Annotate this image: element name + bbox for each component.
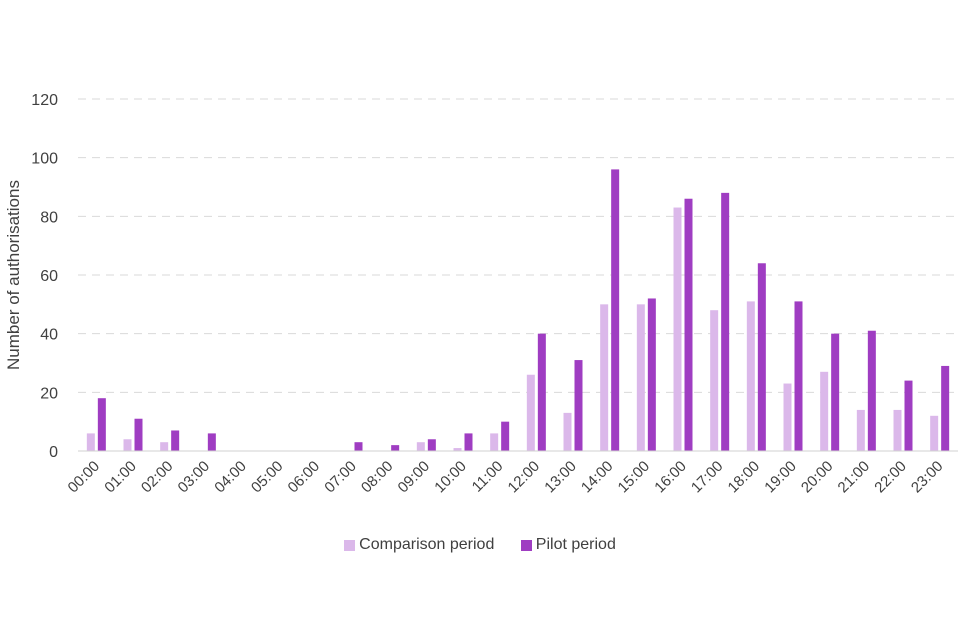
x-tick-label: 17:00 [688,458,727,497]
x-tick-label: 04:00 [211,458,250,497]
bar-comparison-10:00 [453,448,462,451]
x-tick-label: 19:00 [761,458,800,497]
bar-pilot-23:00 [941,365,950,451]
bar-comparison-16:00 [673,207,682,451]
x-tick-label: 14:00 [578,458,617,497]
bar-pilot-19:00 [794,301,803,451]
bar-comparison-17:00 [710,310,719,451]
legend: Comparison period Pilot period [0,536,960,556]
y-axis-ticks: 0 20 40 60 80 100 120 [31,92,58,461]
x-tick-label: 02:00 [138,458,177,497]
bars [86,169,950,451]
bar-comparison-23:00 [930,415,939,451]
y-tick-label: 80 [40,209,58,226]
x-tick-label: 09:00 [395,458,434,497]
x-tick-label: 18:00 [725,458,764,497]
x-axis-ticks: 00:0001:0002:0003:0004:0005:0006:0007:00… [65,458,947,497]
bar-comparison-14:00 [600,304,609,451]
bar-comparison-09:00 [416,442,425,451]
y-tick-label: 100 [31,151,58,168]
bar-pilot-01:00 [134,418,143,451]
bar-pilot-12:00 [537,333,546,451]
bar-pilot-10:00 [464,433,473,451]
bar-comparison-20:00 [820,371,829,451]
legend-item-comparison: Comparison period [344,536,494,554]
legend-item-pilot: Pilot period [520,536,616,554]
bar-pilot-03:00 [207,433,216,451]
bar-pilot-18:00 [757,263,766,451]
y-tick-label: 60 [40,268,58,285]
gridlines [78,98,958,393]
x-tick-label: 23:00 [908,458,947,497]
bar-pilot-13:00 [574,360,583,451]
x-tick-label: 15:00 [615,458,654,497]
bar-comparison-13:00 [563,412,572,451]
bar-pilot-00:00 [97,398,106,451]
bar-pilot-20:00 [831,333,840,451]
bar-pilot-15:00 [647,298,656,451]
bar-comparison-22:00 [893,409,902,451]
bar-comparison-19:00 [783,383,792,451]
legend-label-pilot: Pilot period [535,536,616,553]
x-tick-label: 01:00 [101,458,140,497]
bar-comparison-12:00 [526,374,535,451]
x-tick-label: 21:00 [835,458,874,497]
bar-comparison-00:00 [86,433,95,451]
y-tick-label: 20 [40,385,58,402]
bar-pilot-16:00 [684,198,693,451]
bar-pilot-09:00 [427,439,436,451]
bar-pilot-08:00 [391,445,400,451]
x-tick-label: 08:00 [358,458,397,497]
y-tick-label: 40 [40,327,58,344]
x-tick-label: 11:00 [469,458,507,496]
x-tick-label: 03:00 [175,458,214,497]
x-tick-label: 20:00 [798,458,837,497]
bar-pilot-17:00 [721,192,730,451]
bar-pilot-22:00 [904,380,913,451]
bar-pilot-07:00 [354,442,363,451]
bar-pilot-02:00 [171,430,180,451]
x-tick-label: 00:00 [65,458,104,497]
bar-comparison-15:00 [636,304,645,451]
bar-pilot-21:00 [867,330,876,451]
x-tick-label: 16:00 [651,458,690,497]
x-tick-label: 06:00 [285,458,324,497]
x-tick-label: 05:00 [248,458,287,497]
bar-pilot-11:00 [501,421,510,451]
bar-comparison-18:00 [746,301,755,451]
bar-comparison-01:00 [123,439,132,451]
y-tick-label: 120 [31,92,58,109]
y-axis-title: Number of authorisations [4,180,23,370]
x-tick-label: 10:00 [431,458,470,497]
x-tick-label: 13:00 [541,458,580,497]
legend-label-comparison: Comparison period [359,536,495,553]
x-tick-label: 12:00 [505,458,544,497]
legend-swatch-comparison [344,539,356,551]
bar-comparison-11:00 [490,433,499,451]
y-tick-label: 0 [49,444,58,461]
legend-swatch-pilot [520,539,532,551]
bar-pilot-14:00 [611,169,620,451]
bar-comparison-21:00 [856,409,865,451]
x-tick-label: 07:00 [321,458,360,497]
bar-comparison-02:00 [160,442,169,451]
x-tick-label: 22:00 [871,458,910,497]
